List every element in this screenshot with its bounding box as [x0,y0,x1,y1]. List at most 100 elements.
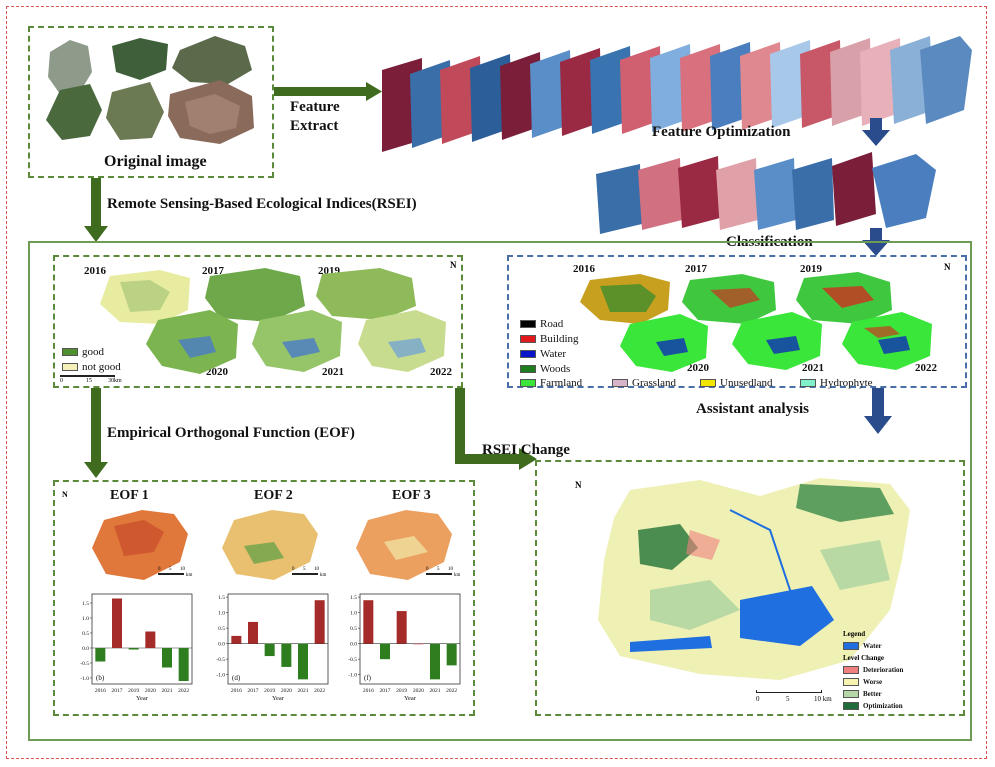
class-year-2016: 2016 [573,263,595,275]
eof1-scale-10: 10 [180,567,185,572]
change-legend: Legend Water Level Change Deterioration … [843,628,903,712]
class-legend-water-swatch [520,350,536,358]
class-legend-hydrophyte: Hydrophyte [800,377,873,389]
bar-2022 [314,600,325,644]
y-tick-label: 1.0 [350,611,357,617]
y-tick-label: 0.5 [218,626,225,632]
change-legend-deterioration: Deterioration [843,664,903,676]
eof-panel [53,480,475,716]
class-legend-unusedland-swatch [700,379,716,387]
y-tick-label: -0.5 [216,657,225,663]
class-legend-farmland-label: Farmland [540,377,583,389]
bar-2021 [430,643,440,680]
rsei-change-label: RSEI Change [482,442,570,458]
rsei-change-panel [535,460,965,716]
rsei-panel [53,255,463,388]
eof2-scale-5: 5 [303,567,306,572]
bar-2019 [128,648,139,650]
panel-label: (f) [364,674,372,682]
bar-2017 [112,598,122,648]
change-north-arrow: N [575,480,582,490]
assistant-analysis-arrow [864,388,892,434]
class-legend-water: Water [520,348,566,360]
bar-2016 [231,635,242,644]
rsei-legend-good-swatch [62,348,78,356]
class-legend-building: Building [520,333,579,345]
y-tick-label: 1.5 [218,595,225,601]
eof3-scale-10: 10 [448,567,453,572]
class-year-2021: 2021 [802,362,824,374]
y-tick-label: 0.0 [82,646,89,652]
class-legend-water-label: Water [540,348,566,360]
y-tick-label: 0.0 [350,642,357,648]
eof-north-arrow: N [62,490,68,499]
rsei-scale-0: 0 [60,378,63,384]
opt-layer-7 [832,152,876,226]
rsei-year-2021: 2021 [322,366,344,378]
x-tick-label: 2016 [95,688,106,694]
class-legend-road-label: Road [540,318,564,330]
y-tick-label: 1.5 [350,595,357,601]
change-legend-deterioration-swatch [843,666,859,674]
x-tick-label: 2022 [178,688,189,694]
bar-2021 [162,648,172,668]
class-year-2022: 2022 [915,362,937,374]
assistant-analysis-label: Assistant analysis [696,401,809,417]
rsei-legend-good-label: good [82,346,104,358]
x-tick-label: 2021 [298,688,309,694]
eof-arrow [84,388,108,478]
original-image-panel [28,26,274,178]
bar-2017 [380,643,390,660]
opt-layer-4 [716,158,758,230]
class-legend-grassland-swatch [612,379,628,387]
x-axis-label: Year [136,695,149,702]
rsei-legend-good: good [62,346,104,358]
y-tick-label: 1.0 [218,611,225,617]
class-legend-road-swatch [520,320,536,328]
eof-maps [92,510,452,580]
y-tick-label: -1.0 [80,676,89,682]
x-tick-label: 2020 [413,688,424,694]
opt-layer-5 [754,158,796,230]
bar-2020 [413,643,424,645]
rsei-year-2017: 2017 [202,265,224,277]
eof1-title: EOF 1 [110,488,149,503]
feature-optimization-label: Feature Optimization [652,124,791,140]
x-tick-label: 2021 [430,688,441,694]
bar-2020 [281,643,292,667]
x-tick-label: 2019 [264,688,275,694]
rsei-scale-bar: 0 15 30km [60,375,122,385]
rsei-change-arrow [455,388,537,470]
change-legend-water-label: Water [863,642,882,650]
classification-panel [507,255,967,388]
feature-extract-label: Feature Extract [290,98,340,136]
rsei-scale-15: 15 [86,378,92,384]
class-legend-grassland: Grassland [612,377,676,389]
class-legend-woods: Woods [520,363,570,375]
bar-2022 [178,648,189,681]
rsei-legend-not-good-swatch [62,363,78,371]
x-tick-label: 2017 [248,688,259,694]
x-tick-label: 2022 [314,688,325,694]
eof2-title: EOF 2 [254,488,293,503]
classification-maps [580,272,932,372]
bar-2019 [396,611,407,644]
opt-layer-6 [792,158,834,230]
y-tick-label: 1.0 [82,616,89,622]
opt-layer-3 [678,156,720,228]
y-tick-label: -0.5 [80,661,89,667]
bar-2017 [248,621,258,644]
rsei-maps [100,268,446,374]
plot-frame [227,593,329,685]
class-legend-unusedland: Unusedland [700,377,773,389]
bar-2021 [298,643,308,680]
y-tick-label: -0.5 [348,657,357,663]
class-legend-building-swatch [520,335,536,343]
eof3-title: EOF 3 [392,488,431,503]
eof2-scale-0: 0 [292,567,295,572]
change-legend-deterioration-label: Deterioration [863,666,904,674]
rsei-scale-30: 30km [108,378,122,384]
opt-layer-8 [872,154,936,228]
eof2-scale: 0 5 10 km [292,567,326,583]
class-legend-woods-swatch [520,365,536,373]
